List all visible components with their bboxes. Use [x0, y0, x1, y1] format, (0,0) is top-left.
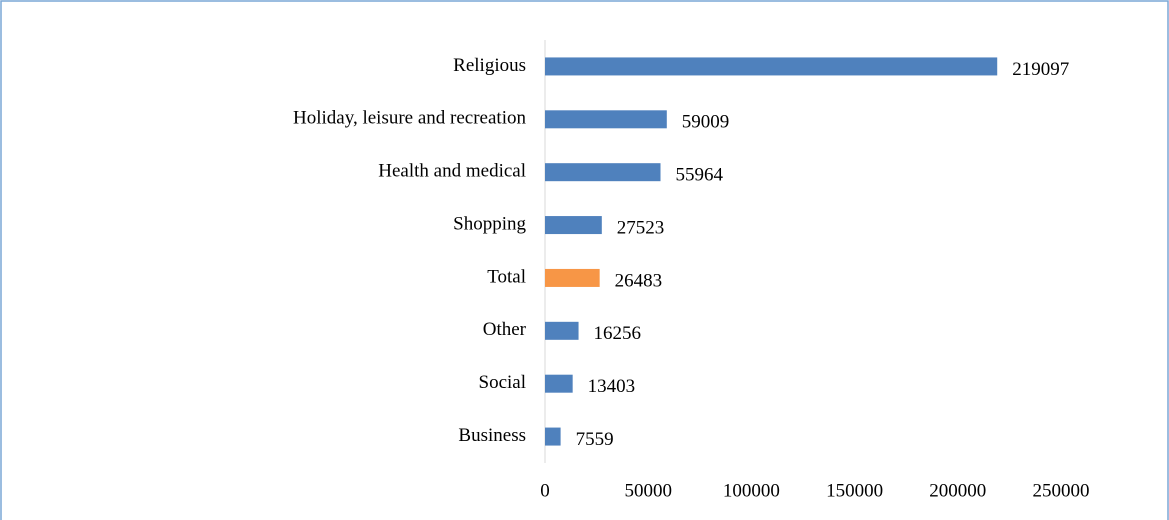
y-tick-label: Social	[479, 372, 527, 393]
y-tick-label: Business	[458, 425, 526, 446]
data-label: 55964	[676, 165, 724, 186]
bar	[545, 268, 600, 287]
x-tick-label: 0	[540, 480, 550, 501]
x-tick-label: 250000	[1033, 480, 1090, 501]
x-tick-label: 150000	[826, 480, 883, 501]
y-tick-label: Shopping	[453, 213, 526, 234]
y-tick-label: Holiday, leisure and recreation	[293, 108, 527, 129]
bar	[545, 427, 561, 446]
y-tick-label: Total	[487, 266, 526, 287]
y-tick-label: Other	[483, 319, 527, 340]
data-label: 13403	[588, 376, 636, 397]
data-label: 59009	[682, 112, 730, 133]
data-label: 27523	[617, 217, 665, 238]
bar	[545, 216, 602, 235]
data-label: 7559	[576, 429, 614, 450]
y-tick-label: Religious	[453, 55, 526, 76]
bar	[545, 374, 573, 393]
data-label: 219097	[1012, 59, 1069, 80]
bar	[545, 110, 667, 129]
x-tick-label: 50000	[624, 480, 672, 501]
x-tick-label: 100000	[723, 480, 780, 501]
data-label: 26483	[615, 270, 663, 291]
x-tick-label: 200000	[929, 480, 986, 501]
bar	[545, 163, 661, 182]
data-label: 16256	[594, 323, 642, 344]
y-tick-label: Health and medical	[378, 161, 526, 182]
bar	[545, 321, 579, 340]
bar	[545, 57, 998, 76]
